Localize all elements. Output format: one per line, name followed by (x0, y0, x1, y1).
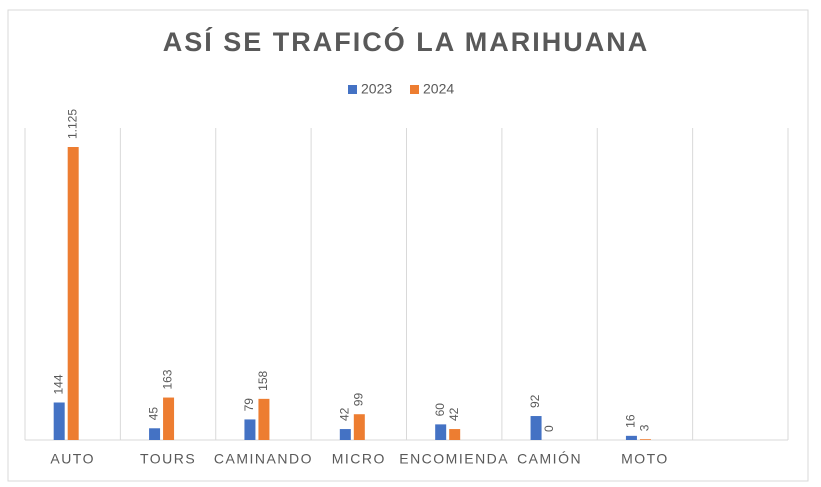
bar (53, 402, 65, 440)
value-label: 144 (51, 374, 65, 394)
legend-label: 2024 (423, 81, 454, 97)
x-tick-label: CAMINANDO (214, 451, 313, 467)
value-label: 42 (447, 407, 461, 421)
x-tick-label: CAMIÓN (517, 451, 582, 467)
bar (639, 439, 651, 440)
value-label: 1.125 (65, 109, 79, 139)
x-tick-label: TOURS (140, 451, 196, 467)
value-label: 60 (433, 403, 447, 417)
x-tick-label: MICRO (332, 451, 386, 467)
bar (67, 147, 79, 440)
bar (244, 419, 256, 440)
chart-title: ASÍ SE TRAFICÓ LA MARIHUANA (163, 26, 650, 57)
value-label: 0 (542, 425, 556, 432)
bar (435, 424, 447, 440)
value-label: 45 (147, 407, 161, 421)
legend-swatch (410, 85, 419, 94)
bar (258, 398, 270, 440)
bar (163, 397, 175, 440)
legend-swatch (348, 85, 357, 94)
chart-frame (7, 9, 809, 482)
legend-label: 2023 (361, 81, 392, 97)
bar (339, 429, 351, 440)
bar (353, 414, 365, 440)
x-tick-label: ENCOMIENDA (399, 451, 509, 467)
value-label: 99 (351, 393, 365, 407)
bar (625, 435, 637, 440)
value-label: 92 (528, 394, 542, 408)
value-label: 42 (337, 407, 351, 421)
x-tick-label: MOTO (621, 451, 669, 467)
value-label: 163 (161, 369, 175, 389)
x-tick-label: AUTO (50, 451, 95, 467)
value-label: 16 (624, 414, 638, 428)
bar (530, 416, 542, 440)
value-label: 158 (256, 371, 270, 391)
value-label: 3 (638, 424, 652, 431)
bar (449, 429, 461, 440)
bar (149, 428, 161, 440)
value-label: 79 (242, 398, 256, 412)
